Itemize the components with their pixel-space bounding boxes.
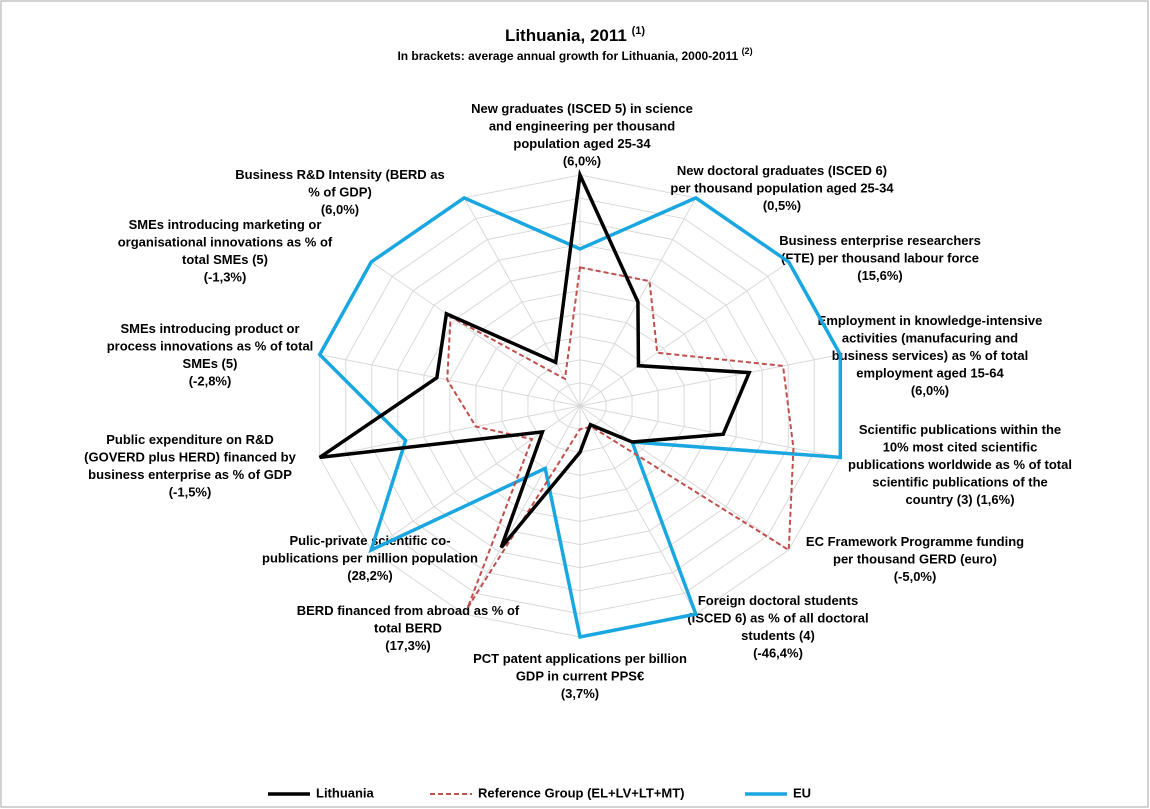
axis-label-line: Employment in knowledge-intensive bbox=[818, 313, 1043, 328]
axis-label: Scientific publications within the 10% mo… bbox=[848, 422, 1072, 507]
axis-label-line: Business R&D Intensity (BERD as bbox=[235, 167, 445, 182]
axis-label-line: per thousand population aged 25-34 bbox=[670, 181, 894, 196]
series-line bbox=[446, 266, 795, 609]
axis-label-line: (28,2%) bbox=[347, 568, 393, 583]
axis-label: Public expenditure on R&D (GOVERD plus HE… bbox=[84, 432, 296, 500]
grid-spoke bbox=[319, 354, 581, 407]
legend-label: Lithuania bbox=[316, 785, 375, 800]
axis-label-line: (3,7%) bbox=[561, 686, 599, 701]
axis-label: Pulic-private scientific co-publications… bbox=[262, 533, 478, 583]
axis-label-line: employment aged 15-64 bbox=[856, 366, 1004, 381]
axis-label-line: Scientific publications within the bbox=[859, 422, 1061, 437]
axis-label-line: (0,5%) bbox=[763, 198, 801, 213]
axis-label-line: GDP in current PPS€ bbox=[516, 669, 644, 684]
subtitle-note: (2) bbox=[742, 46, 753, 56]
subtitle-text: In brackets: average annual growth for L… bbox=[397, 49, 738, 63]
axis-label-line: per thousand GERD (euro) bbox=[833, 552, 997, 567]
axis-label-line: business enterprise as % of GDP bbox=[88, 467, 292, 482]
axis-label-line: (6,0%) bbox=[321, 202, 359, 217]
axis-label-line: publications per million population bbox=[262, 551, 478, 566]
axis-label-line: (-1,5%) bbox=[169, 485, 212, 500]
axis-label-line: Business enterprise researchers bbox=[779, 233, 981, 248]
grid-spoke bbox=[370, 261, 581, 407]
axis-label-line: (6,0%) bbox=[911, 383, 949, 398]
axis-label-line: PCT patent applications per billion bbox=[473, 651, 687, 666]
axis-label-line: population aged 25-34 bbox=[513, 136, 651, 151]
grid-spoke bbox=[579, 405, 790, 551]
axis-label: Business enterprise researchers (FTE) per… bbox=[779, 233, 981, 283]
axis-label-line: SMEs introducing product or bbox=[120, 321, 299, 336]
axis-label-line: New graduates (ISCED 5) in science bbox=[471, 101, 693, 116]
grid-spoke bbox=[579, 405, 697, 615]
axis-label-line: activities (manufacuring and bbox=[842, 331, 1018, 346]
axis-label: SMEs introducing product or process innov… bbox=[107, 321, 314, 389]
grid-spoke bbox=[463, 405, 581, 615]
axis-label-line: process innovations as % of total bbox=[107, 339, 314, 354]
axis-label-line: (-1,3%) bbox=[204, 270, 247, 285]
axis-label-line: SMEs introducing marketing or bbox=[129, 217, 322, 232]
axis-label-line: % of GDP) bbox=[308, 185, 372, 200]
axis-label-line: (-46,4%) bbox=[753, 646, 803, 661]
grid-spoke bbox=[463, 197, 581, 407]
axis-label-line: 10% most cited scientific bbox=[883, 440, 1038, 455]
axis-label-line: Pulic-private scientific co- bbox=[289, 533, 450, 548]
series-line bbox=[317, 195, 843, 640]
axis-label-line: (17,3%) bbox=[385, 638, 431, 653]
grid-spoke bbox=[579, 405, 841, 458]
legend-label: EU bbox=[793, 785, 811, 800]
grid-spoke bbox=[370, 405, 581, 551]
axis-label-line: organisational innovations as % of bbox=[118, 235, 333, 250]
series-line bbox=[318, 168, 752, 549]
axis-label-line: BERD financed from abroad as % of bbox=[297, 603, 520, 618]
axis-label-line: (15,6%) bbox=[857, 268, 903, 283]
axis-label: New doctoral graduates (ISCED 6) per thou… bbox=[670, 163, 894, 213]
axis-label-line: Public expenditure on R&D bbox=[106, 432, 274, 447]
axis-label-line: publications worldwide as % of total bbox=[848, 457, 1072, 472]
axis-label-line: (-5,0%) bbox=[894, 569, 937, 584]
axis-label-line: (-2,8%) bbox=[189, 374, 232, 389]
grid-spoke bbox=[579, 354, 841, 407]
axis-label: BERD financed from abroad as % of total B… bbox=[297, 603, 520, 653]
axis-label-line: (FTE) per thousand labour force bbox=[781, 251, 979, 266]
axis-label: Employment in knowledge-intensive activit… bbox=[818, 313, 1043, 398]
title-note: (1) bbox=[632, 25, 646, 37]
axis-label-line: New doctoral graduates (ISCED 6) bbox=[677, 163, 887, 178]
axis-label-line: (GOVERD plus HERD) financed by bbox=[84, 450, 296, 465]
axis-label: New graduates (ISCED 5) in science and en… bbox=[471, 101, 693, 169]
grid-spoke bbox=[319, 405, 581, 458]
axis-label: Foreign doctoral students (ISCED 6) as % … bbox=[687, 593, 868, 661]
axis-label-line: total BERD bbox=[374, 621, 442, 636]
grid-spoke bbox=[579, 261, 790, 407]
axis-label: PCT patent applications per billion GDP i… bbox=[473, 651, 687, 701]
axis-label: EC Framework Programme funding per thousa… bbox=[806, 534, 1024, 584]
axis-label-line: Foreign doctoral students bbox=[698, 593, 858, 608]
chart-title: Lithuania, 2011 (1) bbox=[505, 25, 645, 46]
axis-label-line: students (4) bbox=[741, 628, 815, 643]
axis-label-line: business services) as % of total bbox=[832, 348, 1029, 363]
axis-label-line: (ISCED 6) as % of all doctoral bbox=[687, 611, 868, 626]
axis-label-line: EC Framework Programme funding bbox=[806, 534, 1024, 549]
chart-subtitle: In brackets: average annual growth for L… bbox=[397, 46, 752, 63]
title-text: Lithuania, 2011 bbox=[505, 26, 627, 45]
axis-label-line: SMEs (5) bbox=[183, 356, 238, 371]
legend-label: Reference Group (EL+LV+LT+MT) bbox=[478, 785, 684, 800]
axis-label-line: country (3) (1,6%) bbox=[905, 492, 1014, 507]
axis-label-line: total SMEs (5) bbox=[182, 252, 268, 267]
axis-label-line: scientific publications of the bbox=[872, 475, 1048, 490]
axis-label: Business R&D Intensity (BERD as % of GDP)… bbox=[235, 167, 445, 217]
axis-label: SMEs introducing marketing or organisatio… bbox=[118, 217, 333, 285]
axis-label-line: (6,0%) bbox=[563, 154, 601, 169]
axis-label-line: and engineering per thousand bbox=[489, 119, 675, 134]
